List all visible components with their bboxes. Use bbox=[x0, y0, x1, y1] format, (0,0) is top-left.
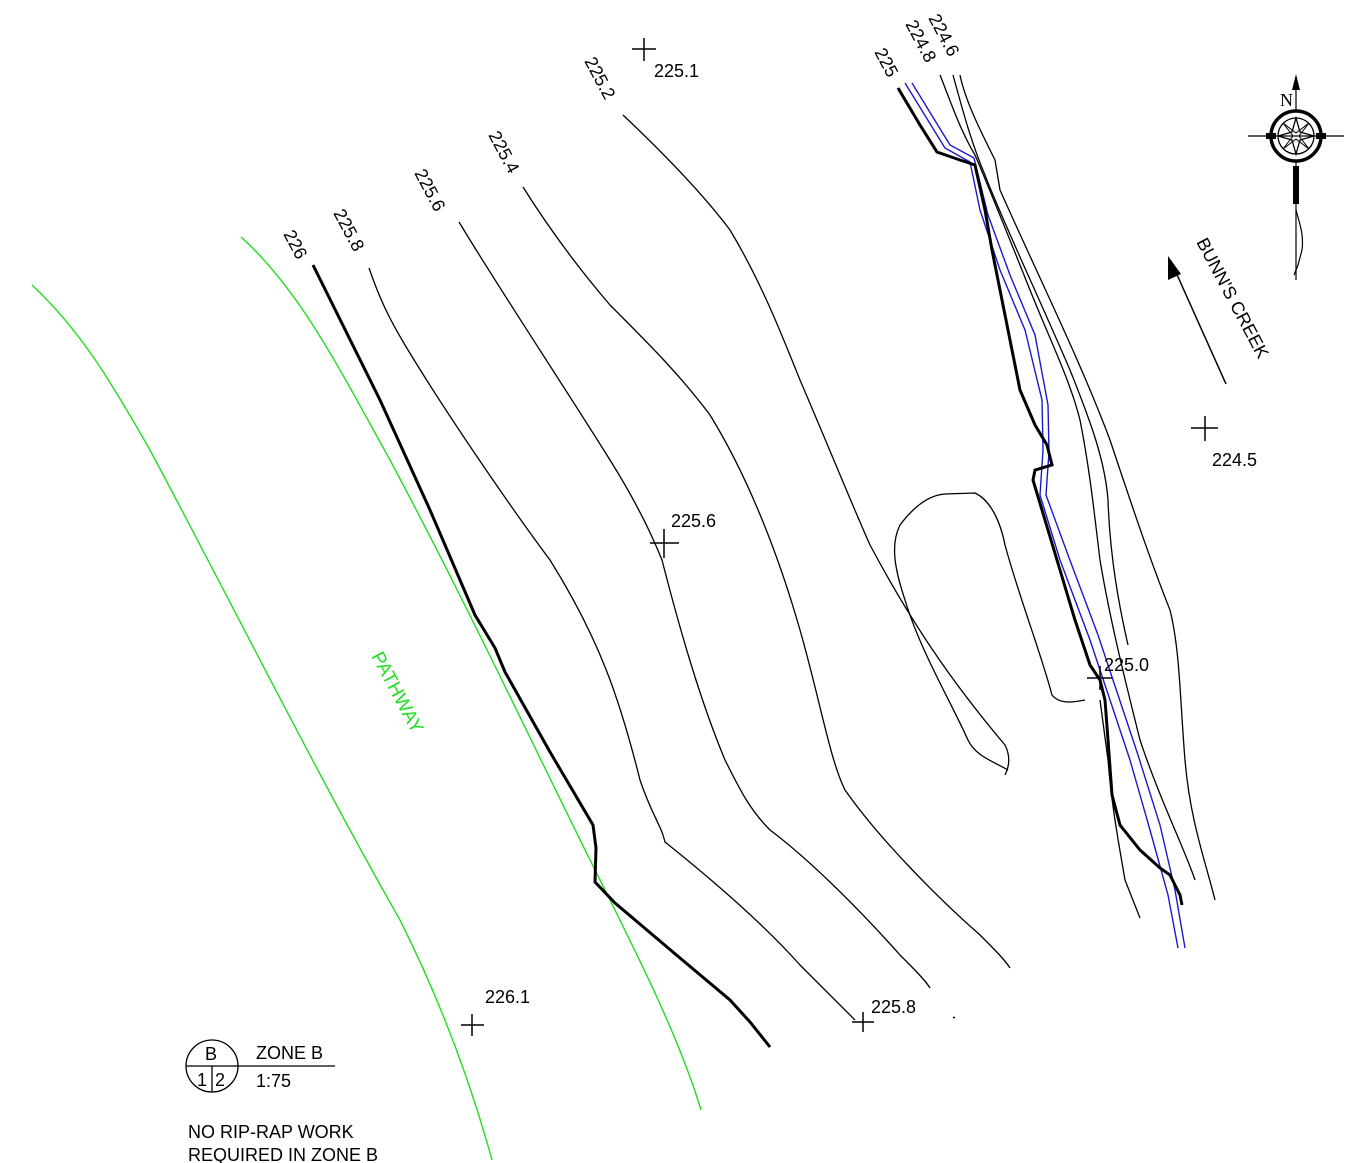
spot-elevation-225-6: 225.6 bbox=[650, 511, 716, 558]
svg-text:225.1: 225.1 bbox=[654, 61, 699, 81]
pathway-edge-east bbox=[240, 236, 702, 1111]
contour-label-226: 226 bbox=[279, 226, 311, 262]
north-arrow-icon: N bbox=[1248, 74, 1344, 280]
spot-elevation-225-0: 225.0 bbox=[1087, 655, 1149, 690]
creek-flow-arrow bbox=[1168, 256, 1227, 385]
contour-depression bbox=[893, 492, 1086, 771]
note-line-1: NO RIP-RAP WORK bbox=[188, 1122, 354, 1142]
spot-elevation-225-1: 225.1 bbox=[632, 38, 699, 81]
contour-226 bbox=[311, 264, 772, 1048]
contour-label-225-6: 225.6 bbox=[410, 165, 449, 214]
svg-text:225.8: 225.8 bbox=[871, 997, 916, 1017]
contour-label-225-4: 225.4 bbox=[484, 127, 523, 176]
contour-225-outer bbox=[952, 74, 1129, 646]
pathway-label: PATHWAY bbox=[367, 648, 427, 737]
contour-225-4 bbox=[522, 186, 1011, 969]
contour-225-6 bbox=[458, 221, 931, 989]
detail-marker-letter: B bbox=[205, 1044, 217, 1064]
survey-tick bbox=[952, 1016, 956, 1019]
creek-label: BUNN'S CREEK bbox=[1192, 234, 1272, 361]
contour-225 bbox=[896, 87, 1184, 906]
detail-marker: B 1 2 ZONE B 1:75 bbox=[185, 1039, 335, 1093]
contour-225-8 bbox=[368, 267, 856, 1021]
svg-text:226.1: 226.1 bbox=[485, 987, 530, 1007]
svg-text:225.0: 225.0 bbox=[1104, 655, 1149, 675]
contour-224-8 bbox=[939, 74, 1196, 881]
detail-marker-scale: 1:75 bbox=[256, 1071, 291, 1091]
spot-elevation-226-1: 226.1 bbox=[461, 987, 530, 1036]
svg-text:N: N bbox=[1280, 90, 1293, 110]
note-line-2: REQUIRED IN ZONE B bbox=[188, 1145, 378, 1163]
svg-text:225.6: 225.6 bbox=[671, 511, 716, 531]
creek-line-west bbox=[904, 82, 1179, 949]
svg-text:224.5: 224.5 bbox=[1212, 450, 1257, 470]
contour-225-2 bbox=[622, 114, 1010, 776]
creek-line-east bbox=[911, 82, 1186, 949]
contour-label-225-8: 225.8 bbox=[329, 205, 368, 254]
contour-label-225-2: 225.2 bbox=[580, 53, 619, 102]
spot-elevation-225-8: 225.8 bbox=[852, 997, 916, 1032]
spot-elevation-224-5: 224.5 bbox=[1191, 416, 1257, 470]
detail-marker-left-num: 1 bbox=[197, 1070, 207, 1090]
contour-224-6 bbox=[959, 74, 1216, 901]
pathway-edge-west bbox=[31, 284, 493, 1161]
detail-marker-right-num: 2 bbox=[215, 1070, 225, 1090]
contour-label-225: 225 bbox=[870, 44, 902, 80]
detail-marker-title: ZONE B bbox=[256, 1043, 323, 1063]
